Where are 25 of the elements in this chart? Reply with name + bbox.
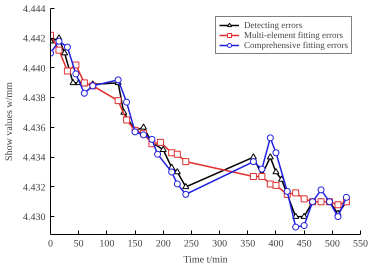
y-tick-label: 4.432 — [23, 182, 46, 194]
x-tick-label: 550 — [353, 238, 368, 250]
x-tick-label: 300 — [212, 238, 228, 250]
x-tick-label: 400 — [268, 238, 284, 250]
x-tick-label: 350 — [240, 238, 256, 250]
x-tick-label: 200 — [156, 238, 171, 250]
y-tick-label: 4.442 — [23, 34, 46, 45]
x-tick-label: 100 — [99, 238, 114, 250]
x-tick-label: 500 — [324, 238, 340, 250]
y-axis-title: Show values w/mm — [4, 82, 15, 161]
y-tick-label: 4.436 — [23, 122, 46, 134]
x-tick-label: 450 — [296, 238, 312, 250]
x-tick-label: 0 — [48, 238, 53, 250]
x-tick-label: 50 — [74, 238, 84, 250]
legend-label: Comprehensive fitting errors — [244, 40, 348, 50]
legend-label: Multi-element fitting errors — [244, 30, 343, 40]
x-axis-title: Time t/min — [183, 254, 228, 266]
y-tick-label: 4.430 — [23, 212, 46, 224]
legend-label: Detecting errors — [244, 20, 302, 30]
x-tick-label: 150 — [128, 238, 143, 250]
y-tick-label: 4.438 — [23, 93, 46, 104]
y-tick-label: 4.444 — [23, 4, 46, 15]
y-tick-label: 4.434 — [23, 152, 46, 164]
y-tick-label: 4.440 — [23, 63, 46, 74]
x-tick-label: 250 — [184, 238, 199, 250]
